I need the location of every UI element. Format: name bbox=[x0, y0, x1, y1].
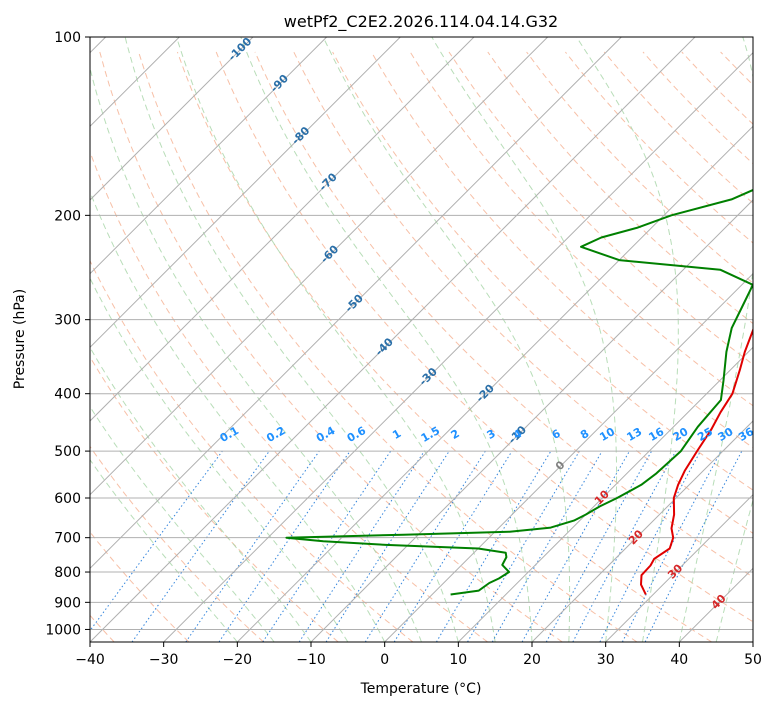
moist-adiabat-line bbox=[431, 37, 618, 642]
dry-adiabat-line bbox=[254, 51, 753, 578]
dry-adiabat-line bbox=[90, 445, 264, 642]
dry-adiabat-line bbox=[90, 259, 414, 642]
y-axis: 100 200 300 400 500 600 700 800 900 1000 bbox=[45, 30, 90, 638]
plot-series bbox=[285, 188, 753, 596]
x-axis-title: Temperature (°C) bbox=[360, 681, 482, 697]
y-axis-title: Pressure (hPa) bbox=[12, 289, 28, 389]
mixing-ratio-line bbox=[325, 450, 450, 642]
mixing-ratio-line bbox=[644, 450, 743, 642]
moist-adiabat-line bbox=[90, 190, 386, 642]
temperature-profile-line bbox=[640, 327, 753, 595]
x-tick-label: 10 bbox=[449, 652, 467, 668]
x-tick-label: 0 bbox=[380, 652, 389, 668]
moist-adiabat-line bbox=[678, 37, 753, 642]
mixing-ratio-line bbox=[185, 450, 320, 642]
dry-adiabat-line bbox=[215, 51, 753, 623]
moist-adiabat-line bbox=[715, 498, 753, 642]
moist-adiabat-line bbox=[575, 37, 679, 642]
x-tick-label: 30 bbox=[597, 652, 615, 668]
isotherm-line bbox=[90, 37, 696, 642]
moist-adiabat-line bbox=[90, 458, 238, 642]
moist-adiabat-line bbox=[124, 37, 459, 642]
x-tick-label: 20 bbox=[523, 652, 541, 668]
moist-adiabat-line bbox=[90, 277, 349, 642]
y-tick-label: 400 bbox=[54, 387, 81, 403]
moist-adiabat-line bbox=[90, 66, 422, 642]
isotherm-line bbox=[90, 37, 401, 349]
moist-adiabat-line bbox=[240, 37, 533, 642]
x-tick-label: −10 bbox=[296, 652, 326, 668]
dry-adiabat-line bbox=[448, 51, 753, 366]
dry-adiabat-line bbox=[99, 51, 563, 642]
mixing-ratio-line bbox=[545, 450, 653, 642]
dry-adiabat-line bbox=[332, 51, 753, 491]
dry-adiabat-line bbox=[90, 356, 339, 642]
mixing-ratio-line bbox=[521, 450, 630, 642]
dry-adiabat-line bbox=[487, 51, 753, 325]
moist-adiabat-line bbox=[322, 37, 571, 642]
mixing-ratio-line bbox=[298, 450, 425, 642]
isotherm-line bbox=[90, 37, 622, 570]
plot-grid bbox=[90, 37, 753, 642]
mixing-ratio-line bbox=[218, 450, 351, 642]
moist-adiabat-line bbox=[176, 37, 496, 642]
isotherm-line bbox=[310, 199, 753, 642]
y-tick-label: 700 bbox=[54, 531, 81, 547]
mixing-ratio-line bbox=[393, 450, 513, 642]
x-tick-label: 50 bbox=[744, 652, 762, 668]
dry-adiabat-line bbox=[176, 51, 712, 642]
y-tick-label: 800 bbox=[54, 565, 81, 581]
moist-adiabat-line bbox=[90, 405, 275, 642]
isotherm-line bbox=[457, 346, 753, 642]
isotherm-line bbox=[90, 37, 328, 275]
plot-frame bbox=[89, 36, 754, 643]
dry-adiabat-line bbox=[138, 51, 638, 642]
mixing-ratio-line bbox=[131, 450, 270, 642]
x-tick-label: −30 bbox=[149, 652, 179, 668]
isotherm-line bbox=[384, 272, 753, 642]
x-tick-label: −20 bbox=[223, 652, 253, 668]
x-tick-label: 40 bbox=[670, 652, 688, 668]
isotherm-line bbox=[605, 493, 753, 642]
chart-title: wetPf2_C2E2.2026.114.04.14.G32 bbox=[284, 12, 558, 32]
y-tick-label: 500 bbox=[54, 444, 81, 460]
isotherm-line bbox=[90, 37, 549, 496]
mixing-ratio-line bbox=[572, 450, 677, 642]
y-tick-label: 300 bbox=[54, 313, 81, 329]
isotherm-line bbox=[90, 37, 475, 422]
isotherm-line bbox=[90, 37, 254, 201]
isotherm-line bbox=[163, 51, 753, 642]
x-axis: −40 −30 −20 −10 0 10 20 30 40 50 bbox=[75, 642, 762, 668]
y-tick-label: 200 bbox=[54, 208, 81, 224]
y-tick-label: 1000 bbox=[45, 622, 81, 638]
y-tick-label: 600 bbox=[54, 491, 81, 507]
y-tick-label: 900 bbox=[54, 595, 81, 611]
dry-adiabat-line bbox=[293, 51, 753, 534]
y-tick-label: 100 bbox=[54, 30, 81, 46]
isotherm-line bbox=[531, 420, 753, 642]
mixing-ratio-line bbox=[262, 450, 392, 642]
dewpoint-profile-line bbox=[285, 188, 753, 596]
mixing-ratio-line bbox=[90, 450, 223, 632]
x-tick-label: −40 bbox=[75, 652, 105, 668]
dry-adiabat-line bbox=[90, 150, 488, 642]
dry-adiabat-line bbox=[370, 51, 753, 449]
dry-adiabat-line bbox=[409, 51, 753, 407]
